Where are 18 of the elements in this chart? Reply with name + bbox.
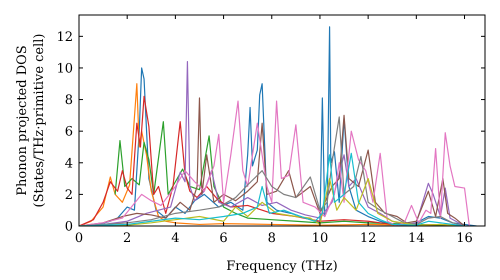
x-tick-label: 0: [74, 231, 84, 246]
y-tick-label: 8: [64, 93, 73, 108]
x-tick-label: 12: [360, 231, 376, 246]
x-tick-label: 4: [171, 231, 180, 246]
x-tick-label: 10: [312, 231, 328, 246]
y-tick-label: 12: [56, 30, 73, 45]
y-axis-title: Phonon projected DOS (States/THz·primitive cell): [15, 33, 47, 208]
x-axis-title: Frequency (THz): [226, 259, 338, 274]
x-tick-label: 8: [268, 231, 276, 246]
y-tick-label: 0: [64, 220, 73, 235]
x-tick-label: 2: [123, 231, 132, 246]
x-tick-label: 6: [219, 231, 228, 246]
x-tick-label: 14: [408, 231, 425, 246]
y-tick-label: 10: [56, 62, 73, 76]
x-tick-label: 16: [456, 231, 473, 246]
y-tick-label: 6: [64, 124, 73, 140]
y-tick-label: 4: [64, 156, 73, 172]
y-tick-label: 2: [64, 188, 73, 203]
